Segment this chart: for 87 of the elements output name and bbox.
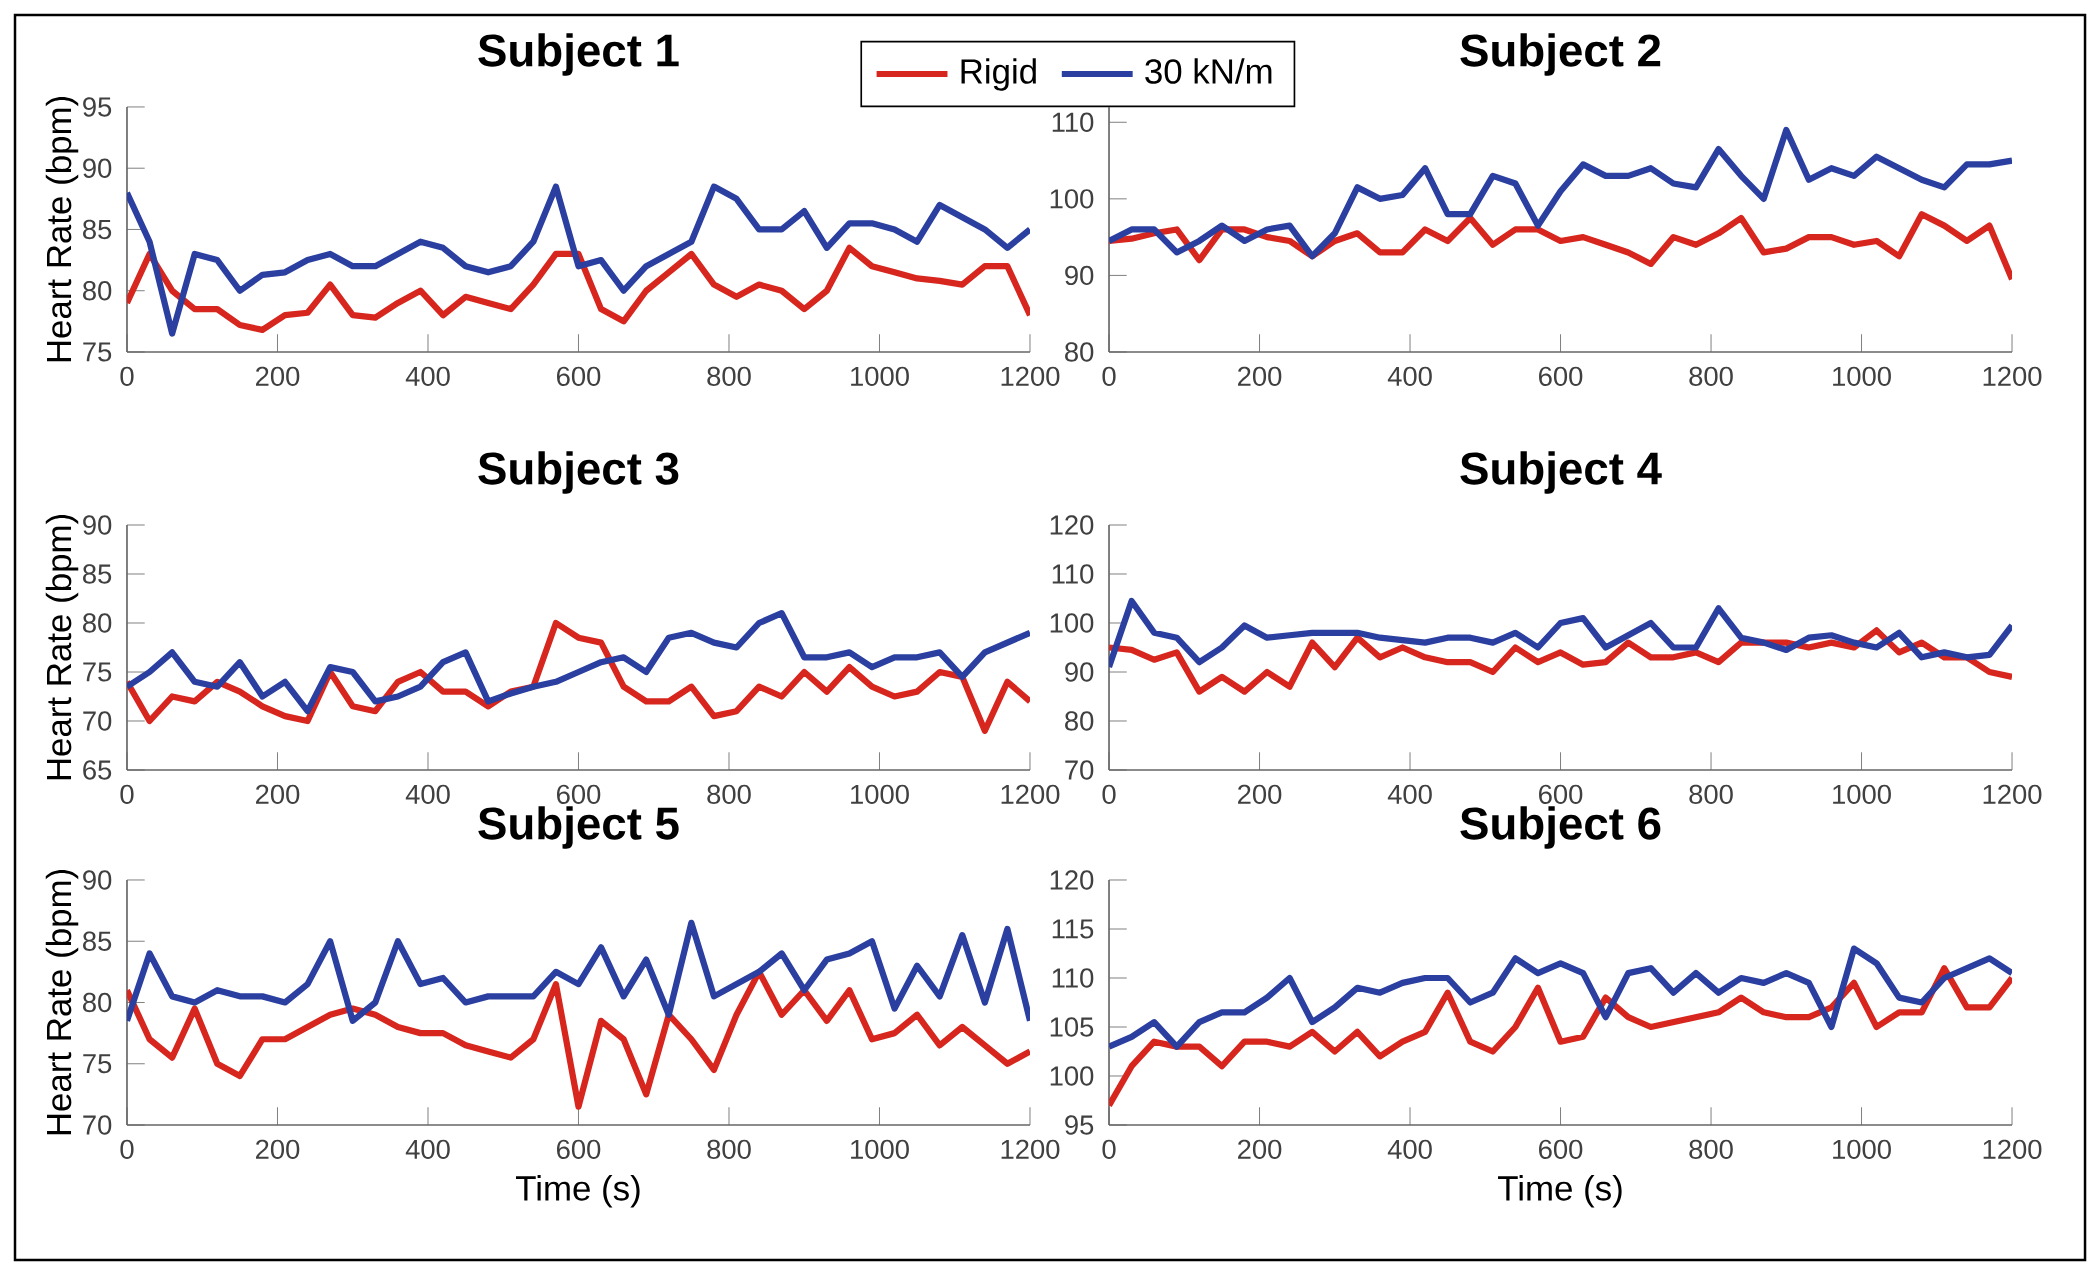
- y-tick-label: 80: [1065, 342, 1094, 362]
- y-tick-label: 110: [1052, 564, 1094, 584]
- x-tick-label: 400: [1387, 1139, 1432, 1160]
- y-tick-label: 80: [83, 281, 112, 301]
- chart-title: Subject 6: [1460, 806, 1661, 849]
- x-tick-label: 0: [1102, 366, 1116, 387]
- y-tick-label: 85: [83, 219, 112, 240]
- x-tick-label: 200: [1238, 366, 1282, 387]
- x-tick-label: 1000: [851, 784, 909, 805]
- chart-title: Subject 1: [478, 33, 679, 76]
- x-tick-label: 200: [1238, 784, 1282, 805]
- y-tick-label: 100: [1050, 613, 1094, 633]
- y-axis-title: Heart Rate (bpm): [45, 515, 79, 780]
- y-tick-label: 115: [1052, 919, 1094, 939]
- x-tick-label: 200: [256, 366, 300, 387]
- y-tick-label: 120: [1050, 515, 1094, 535]
- x-tick-label: 600: [1539, 784, 1583, 805]
- x-tick-label: 600: [557, 366, 601, 387]
- y-tick-label: 85: [83, 564, 112, 584]
- x-axis-title: Time (s): [516, 1175, 640, 1208]
- y-tick-label: 95: [83, 97, 112, 117]
- x-tick-label: 400: [405, 1139, 450, 1160]
- x-tick-label: 200: [1238, 1139, 1282, 1160]
- y-tick-label: 105: [1050, 1017, 1094, 1037]
- x-tick-label: 1200: [1001, 366, 1060, 387]
- x-tick-label: 1200: [1983, 784, 2042, 805]
- y-axis-title: Heart Rate (bpm): [45, 870, 79, 1135]
- x-tick-label: 1200: [1983, 1139, 2042, 1160]
- chart-title: Subject 3: [478, 451, 679, 494]
- y-tick-label: 85: [83, 931, 112, 951]
- x-tick-label: 800: [1689, 366, 1733, 387]
- y-tick-label: 80: [83, 992, 112, 1013]
- x-tick-label: 600: [557, 784, 601, 805]
- y-tick-label: 100: [1050, 1066, 1094, 1086]
- legend-label: 30 kN/m: [1145, 58, 1272, 84]
- x-tick-label: 0: [120, 366, 134, 387]
- y-tick-label: 80: [83, 613, 112, 633]
- x-tick-label: 1200: [1001, 784, 1060, 805]
- x-tick-label: 600: [557, 1139, 601, 1160]
- y-tick-label: 65: [83, 760, 112, 780]
- x-tick-label: 0: [120, 1139, 134, 1160]
- x-tick-label: 1200: [1983, 366, 2042, 387]
- x-tick-label: 400: [405, 784, 450, 805]
- y-tick-label: 70: [83, 1115, 112, 1135]
- y-tick-label: 75: [83, 342, 112, 362]
- y-tick-label: 110: [1052, 968, 1094, 988]
- x-tick-label: 600: [1539, 366, 1583, 387]
- y-axis-title: Heart Rate (bpm): [45, 97, 79, 362]
- x-tick-label: 800: [707, 784, 751, 805]
- x-tick-label: 400: [1387, 784, 1432, 805]
- x-axis-title: Time (s): [1498, 1175, 1622, 1208]
- y-tick-label: 90: [83, 158, 112, 178]
- y-tick-label: 75: [83, 662, 112, 682]
- y-tick-label: 70: [1065, 760, 1094, 780]
- y-tick-label: 95: [1065, 1115, 1094, 1135]
- x-tick-label: 800: [707, 1139, 751, 1160]
- y-tick-label: 100: [1050, 189, 1094, 209]
- x-tick-label: 0: [120, 784, 134, 805]
- x-tick-label: 400: [1387, 366, 1432, 387]
- x-tick-label: 1000: [851, 1139, 909, 1160]
- chart-title: Subject 4: [1460, 451, 1662, 494]
- x-tick-label: 800: [1689, 1139, 1733, 1160]
- chart-title: Subject 5: [478, 806, 679, 849]
- x-tick-label: 400: [405, 366, 450, 387]
- y-tick-label: 90: [83, 515, 112, 535]
- x-tick-label: 800: [1689, 784, 1733, 805]
- y-tick-label: 90: [1065, 265, 1094, 286]
- x-tick-label: 1000: [1833, 366, 1891, 387]
- x-tick-label: 200: [256, 784, 300, 805]
- x-tick-label: 1000: [851, 366, 909, 387]
- x-tick-label: 0: [1102, 1139, 1116, 1160]
- y-tick-label: 80: [1065, 711, 1094, 731]
- x-tick-label: 0: [1102, 784, 1116, 805]
- x-tick-label: 1000: [1833, 784, 1891, 805]
- y-tick-label: 110: [1052, 112, 1094, 132]
- y-tick-label: 70: [83, 711, 112, 731]
- y-tick-label: 120: [1050, 870, 1094, 890]
- chart-title: Subject 2: [1460, 33, 1661, 76]
- x-tick-label: 200: [256, 1139, 300, 1160]
- y-tick-label: 90: [1065, 662, 1094, 682]
- x-tick-label: 1000: [1833, 1139, 1891, 1160]
- y-tick-label: 90: [83, 870, 112, 890]
- y-tick-label: 75: [83, 1054, 112, 1074]
- x-tick-label: 1200: [1001, 1139, 1060, 1160]
- x-tick-label: 800: [707, 366, 751, 387]
- x-tick-label: 600: [1539, 1139, 1583, 1160]
- legend-label: Rigid: [961, 58, 1036, 91]
